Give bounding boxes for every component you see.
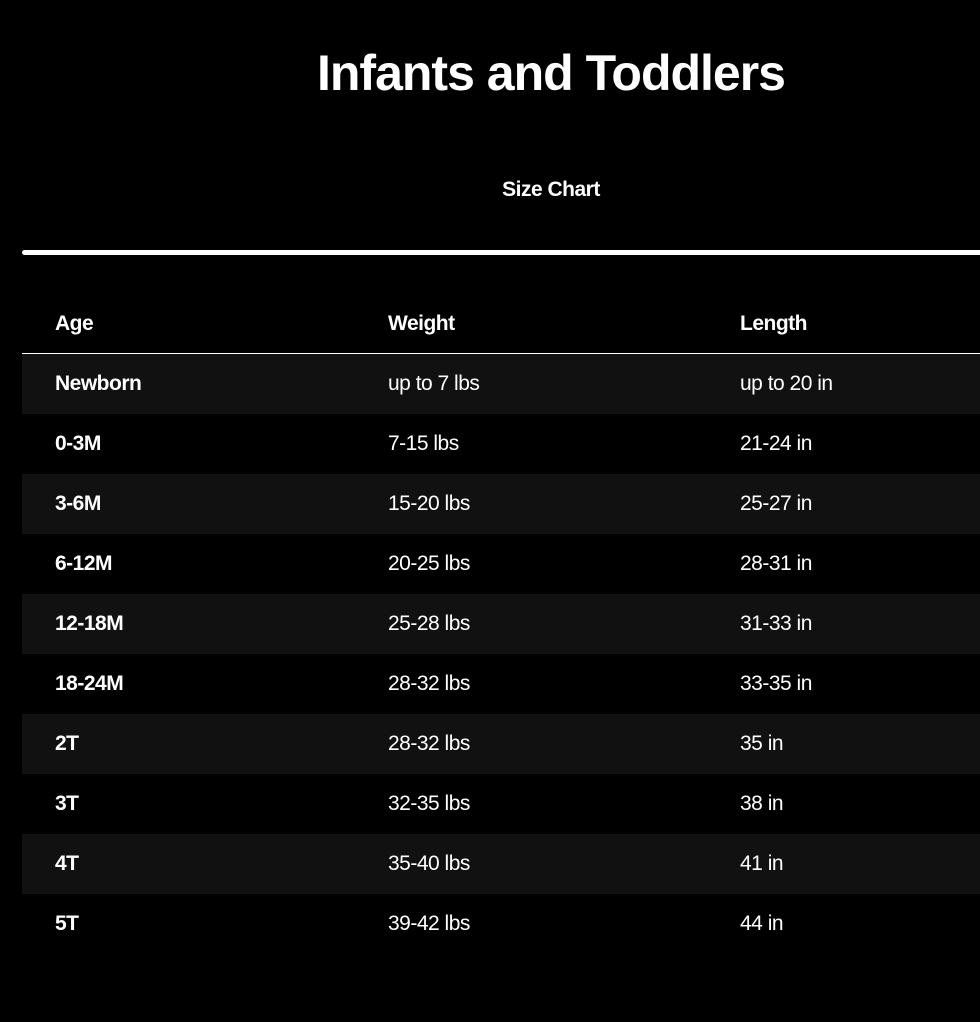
tab-size-chart[interactable]: Size Chart — [502, 178, 600, 201]
table-row: 3-6M 15-20 lbs 25-27 in — [22, 474, 980, 534]
cell-weight: 28-32 lbs — [388, 672, 470, 695]
column-header-weight: Weight — [388, 295, 740, 354]
table-row: 2T 28-32 lbs 35 in — [22, 714, 980, 774]
cell-weight: 39-42 lbs — [388, 912, 470, 935]
cell-weight: 28-32 lbs — [388, 714, 740, 774]
active-tab-indicator — [22, 250, 980, 255]
page-title: Infants and Toddlers — [317, 45, 786, 101]
cell-length: 21-24 in — [740, 432, 812, 455]
cell-age: 12-18M — [22, 594, 388, 654]
cell-age: 3T — [55, 792, 79, 815]
table-row: 12-18M 25-28 lbs 31-33 in — [22, 594, 980, 654]
cell-age: 2T — [22, 714, 388, 774]
cell-age: 0-3M — [55, 432, 101, 455]
table-row: 5T 39-42 lbs 44 in — [22, 894, 980, 954]
table-row: Newborn up to 7 lbs up to 20 in — [22, 353, 980, 414]
cell-length: 38 in — [740, 792, 784, 815]
cell-length: 35 in — [740, 714, 980, 774]
cell-length: 44 in — [740, 912, 784, 935]
column-header-age: Age — [22, 295, 388, 354]
cell-weight: 25-28 lbs — [388, 594, 740, 654]
size-chart-table: Age Weight Length Newborn up to 7 lbs up t… — [22, 295, 980, 954]
column-header-length: Length — [740, 295, 980, 354]
cell-length: 33-35 in — [740, 672, 812, 695]
table-row: 6-12M 20-25 lbs 28-31 in — [22, 534, 980, 594]
cell-length: 25-27 in — [740, 474, 980, 534]
table-header-row: Age Weight Length — [22, 295, 980, 354]
cell-age: 3-6M — [22, 474, 388, 534]
cell-weight: 20-25 lbs — [388, 552, 470, 575]
cell-weight: 7-15 lbs — [388, 432, 459, 455]
cell-length: 31-33 in — [740, 594, 980, 654]
cell-length: up to 20 in — [740, 353, 980, 414]
table-row: 3T 32-35 lbs 38 in — [22, 774, 980, 834]
table-row: 4T 35-40 lbs 41 in — [22, 834, 980, 894]
cell-length: 28-31 in — [740, 552, 812, 575]
cell-age: 18-24M — [55, 672, 124, 695]
cell-length: 41 in — [740, 834, 980, 894]
cell-age: 5T — [55, 912, 79, 935]
cell-weight: 35-40 lbs — [388, 834, 740, 894]
cell-age: 6-12M — [55, 552, 113, 575]
cell-weight: 15-20 lbs — [388, 474, 740, 534]
table-row: 0-3M 7-15 lbs 21-24 in — [22, 414, 980, 474]
table-row: 18-24M 28-32 lbs 33-35 in — [22, 654, 980, 714]
cell-age: Newborn — [22, 353, 388, 414]
cell-weight: 32-35 lbs — [388, 792, 470, 815]
cell-weight: up to 7 lbs — [388, 353, 740, 414]
cell-age: 4T — [22, 834, 388, 894]
